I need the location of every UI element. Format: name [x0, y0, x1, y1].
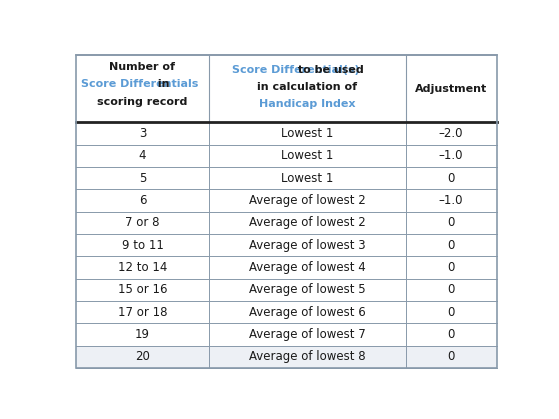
Bar [77, 279, 496, 301]
Bar [77, 55, 496, 122]
Text: 0: 0 [447, 350, 455, 363]
Text: Lowest 1: Lowest 1 [281, 127, 333, 140]
Text: 15 or 16: 15 or 16 [118, 283, 167, 296]
Bar [77, 167, 496, 189]
Text: Lowest 1: Lowest 1 [281, 150, 333, 163]
Text: 7 or 8: 7 or 8 [125, 216, 160, 230]
Text: Average of lowest 6: Average of lowest 6 [249, 306, 366, 319]
Bar [77, 122, 496, 145]
Text: –1.0: –1.0 [439, 194, 463, 207]
Text: Handicap Index: Handicap Index [259, 98, 356, 109]
Bar [77, 256, 496, 279]
Text: Average of lowest 7: Average of lowest 7 [249, 328, 366, 341]
Bar [77, 234, 496, 256]
Bar [77, 323, 496, 346]
Text: 0: 0 [447, 216, 455, 230]
Text: in calculation of: in calculation of [257, 82, 357, 92]
Bar [77, 301, 496, 323]
Text: Score Differential(s): Score Differential(s) [232, 65, 359, 75]
Text: 0: 0 [447, 261, 455, 274]
Text: Lowest 1: Lowest 1 [281, 172, 333, 185]
Text: Average of lowest 8: Average of lowest 8 [249, 350, 366, 363]
Text: 0: 0 [447, 239, 455, 252]
Text: Score Differentials: Score Differentials [80, 79, 198, 89]
Text: scoring record: scoring record [97, 97, 188, 107]
Text: 0: 0 [447, 328, 455, 341]
Text: Average of lowest 4: Average of lowest 4 [249, 261, 366, 274]
Text: 0: 0 [447, 283, 455, 296]
Text: Average of lowest 2: Average of lowest 2 [249, 194, 366, 207]
Bar [77, 346, 496, 368]
Text: –1.0: –1.0 [439, 150, 463, 163]
Bar [77, 212, 496, 234]
Text: –2.0: –2.0 [439, 127, 463, 140]
Text: 4: 4 [139, 150, 146, 163]
Text: 9 to 11: 9 to 11 [121, 239, 163, 252]
Text: to be used: to be used [294, 65, 364, 75]
Text: Number of: Number of [110, 62, 176, 72]
Text: 0: 0 [447, 306, 455, 319]
Text: 19: 19 [135, 328, 150, 341]
Text: Average of lowest 3: Average of lowest 3 [249, 239, 366, 252]
Text: 5: 5 [139, 172, 146, 185]
Text: in: in [154, 79, 170, 89]
Text: Average of lowest 5: Average of lowest 5 [249, 283, 366, 296]
Text: 3: 3 [139, 127, 146, 140]
Text: 17 or 18: 17 or 18 [118, 306, 167, 319]
Text: Average of lowest 2: Average of lowest 2 [249, 216, 366, 230]
Text: 20: 20 [135, 350, 150, 363]
Bar [77, 189, 496, 212]
Text: Adjustment: Adjustment [415, 84, 487, 94]
Bar [77, 145, 496, 167]
Text: 0: 0 [447, 172, 455, 185]
Text: 12 to 14: 12 to 14 [118, 261, 167, 274]
Text: 6: 6 [139, 194, 146, 207]
